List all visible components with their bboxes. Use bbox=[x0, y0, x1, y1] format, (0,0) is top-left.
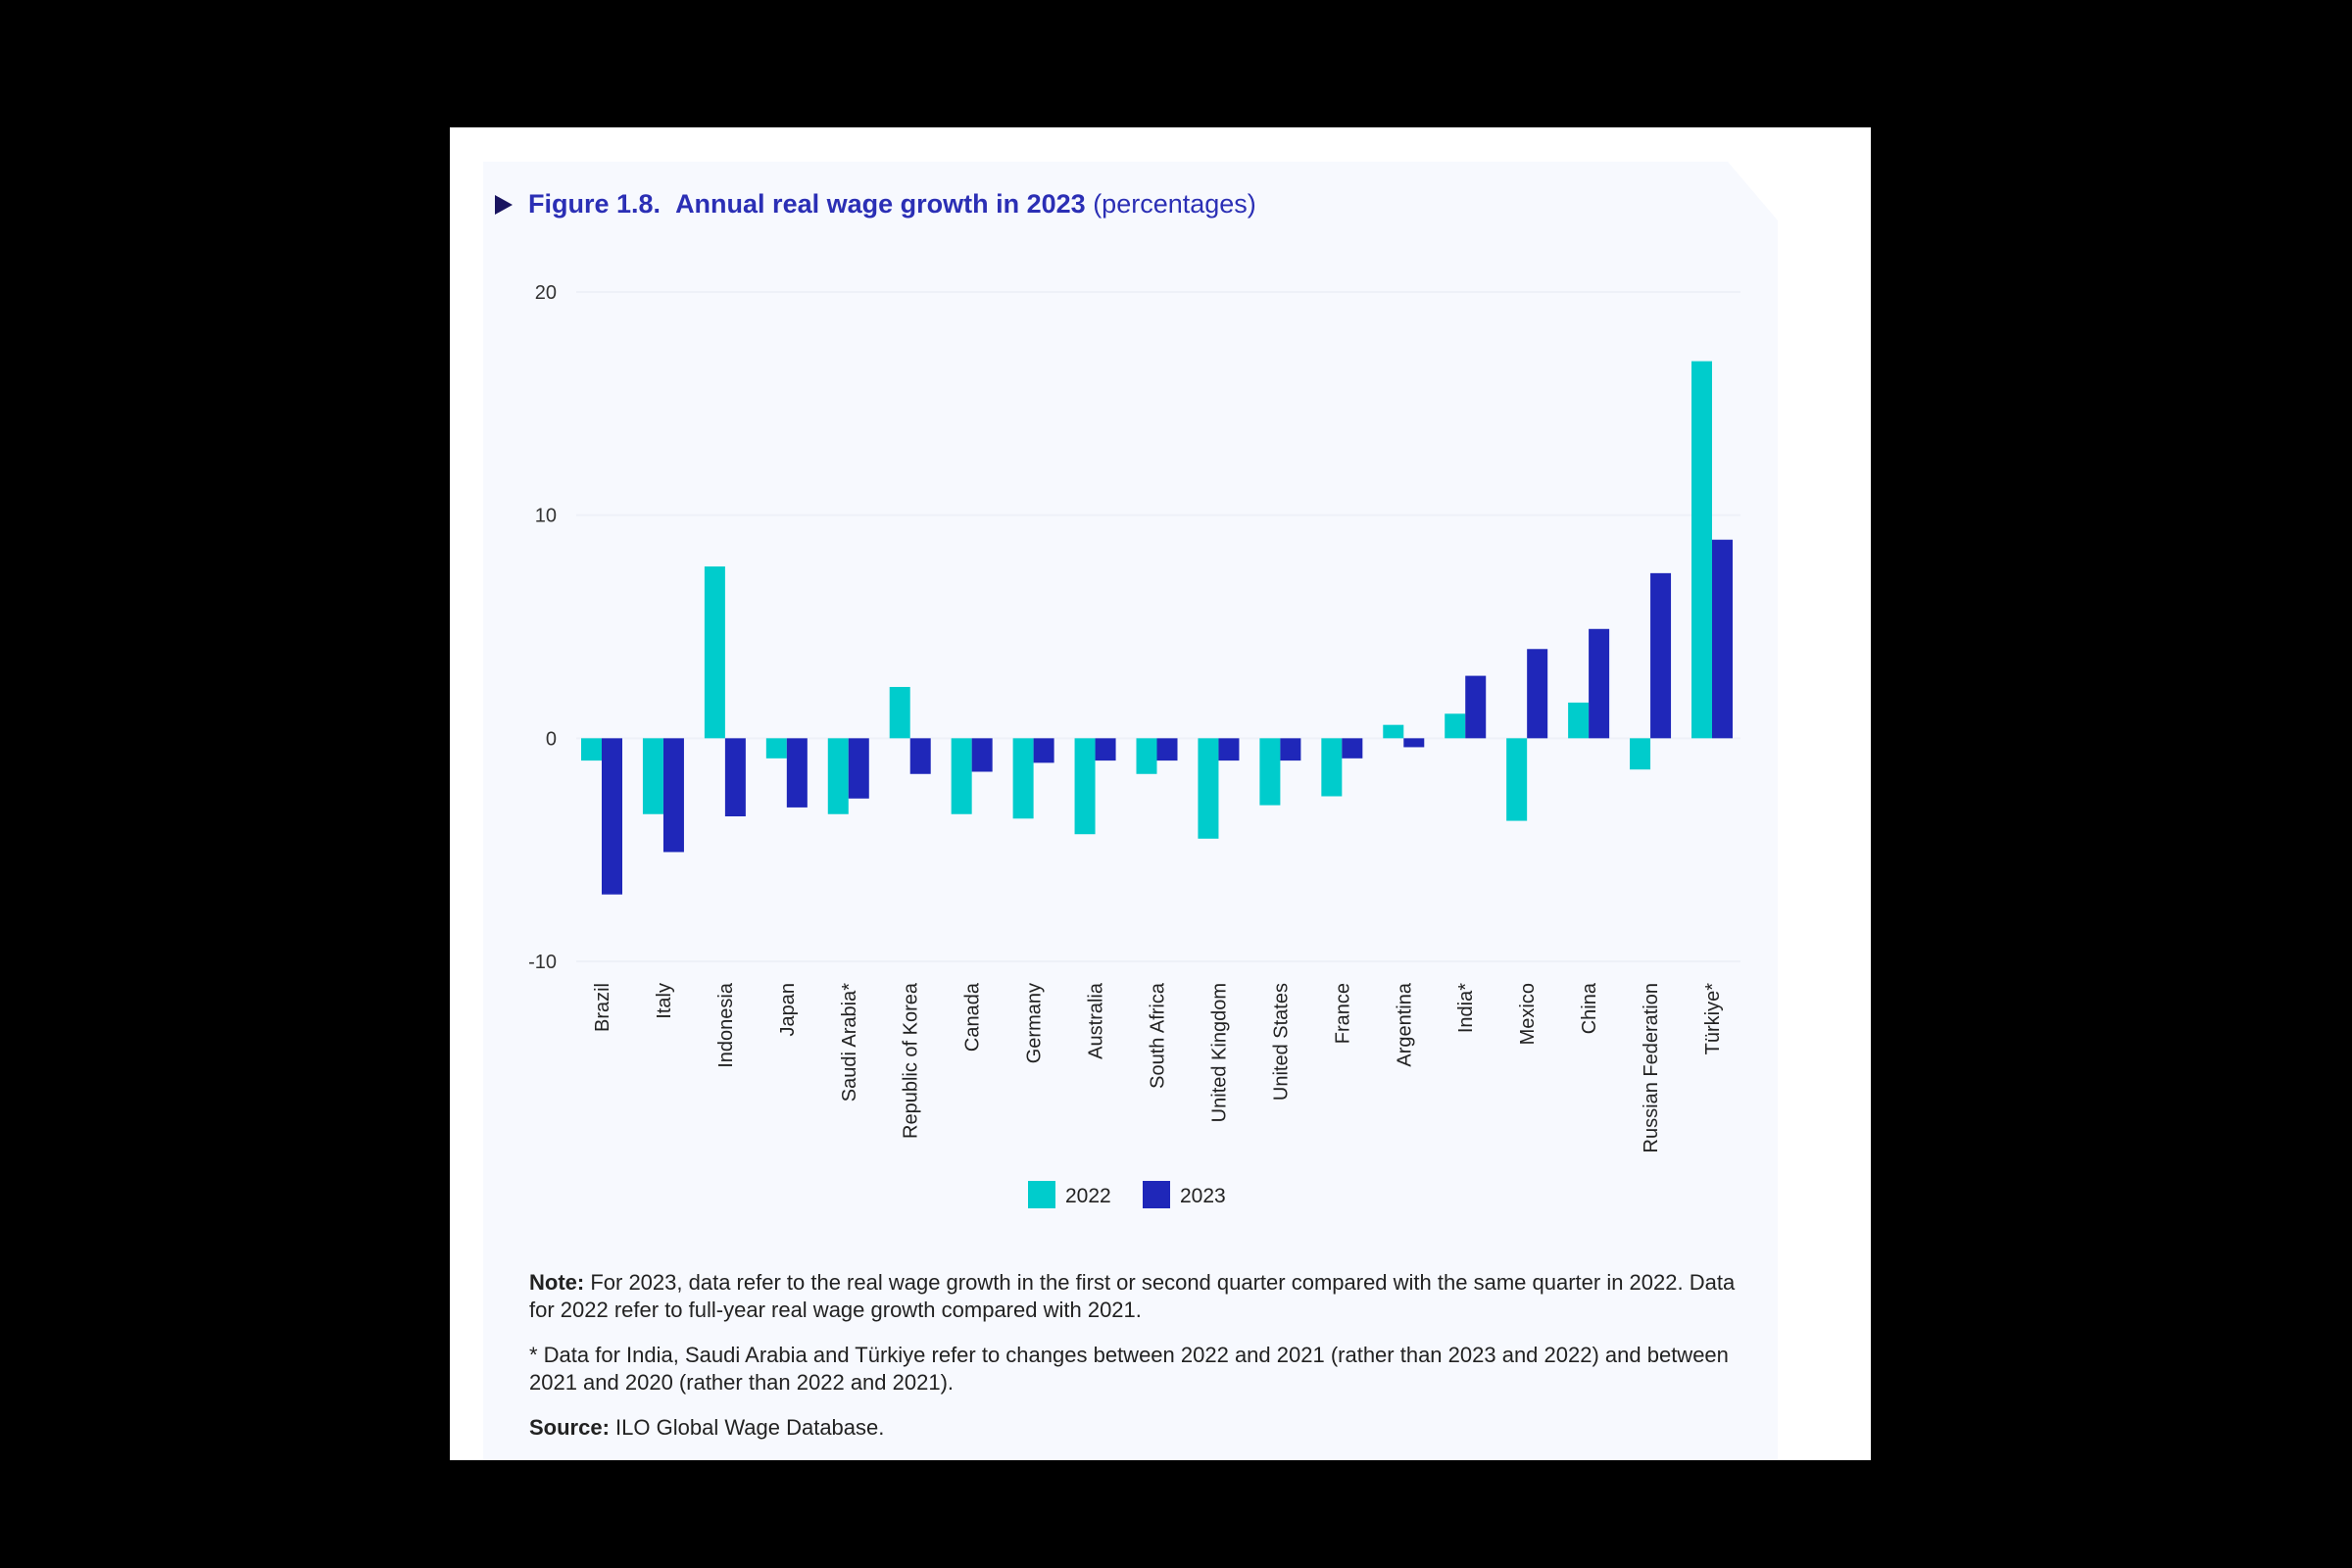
bar-2022 bbox=[1445, 713, 1466, 739]
bar-2022 bbox=[827, 738, 849, 814]
bar-2022 bbox=[1321, 738, 1343, 797]
y-tick-label: 0 bbox=[546, 728, 557, 750]
bar-2023 bbox=[1527, 649, 1548, 739]
bar-2022 bbox=[889, 686, 910, 739]
figure-unit: (percentages) bbox=[1093, 189, 1256, 219]
bar-2022 bbox=[1198, 738, 1219, 839]
x-tick-label: Russian Federation bbox=[1641, 983, 1662, 1152]
bar-2023 bbox=[662, 738, 684, 853]
note-label: Note: bbox=[529, 1270, 585, 1295]
figure-notes: Note: For 2023, data refer to the real w… bbox=[529, 1269, 1744, 1459]
x-tick-label: Australia bbox=[1086, 982, 1107, 1059]
x-tick-label: Japan bbox=[777, 983, 799, 1037]
bar-2023 bbox=[971, 738, 993, 772]
source: Source: ILO Global Wage Database. bbox=[529, 1414, 1744, 1442]
figure-number: Figure 1.8. bbox=[528, 189, 662, 219]
bar-2023 bbox=[1712, 539, 1733, 739]
x-tick-label: Germany bbox=[1024, 983, 1046, 1063]
bar-2022 bbox=[1012, 738, 1034, 819]
bar-2022 bbox=[1568, 702, 1590, 739]
figure-panel: Figure 1.8. Annual real wage growth in 2… bbox=[483, 162, 1778, 1460]
x-tick-label: Saudi Arabia* bbox=[839, 983, 860, 1102]
figure-title-main: Annual real wage growth in 2023 bbox=[675, 189, 1086, 219]
x-tick-label: France bbox=[1332, 983, 1353, 1044]
source-label: Source: bbox=[529, 1415, 610, 1440]
bar-2022 bbox=[1506, 738, 1528, 821]
asterisk-note: * Data for India, Saudi Arabia and Türki… bbox=[529, 1343, 1729, 1395]
x-tick-label: Republic of Korea bbox=[901, 982, 922, 1139]
legend-swatch-2022 bbox=[1028, 1181, 1055, 1208]
x-tick-label: India* bbox=[1455, 983, 1477, 1033]
x-tick-label: Indonesia bbox=[715, 982, 737, 1068]
bar-2022 bbox=[1259, 738, 1281, 806]
x-tick-label: Argentina bbox=[1394, 982, 1415, 1066]
legend-swatch-2023 bbox=[1143, 1181, 1170, 1208]
bar-2023 bbox=[1650, 572, 1672, 739]
x-tick-label: Brazil bbox=[592, 983, 613, 1032]
bar-2023 bbox=[602, 738, 622, 895]
y-tick-label: 20 bbox=[535, 282, 557, 304]
x-tick-label: Türkiye* bbox=[1702, 983, 1724, 1055]
y-tick-label: -10 bbox=[528, 952, 557, 973]
bar-2023 bbox=[724, 738, 746, 817]
note: Note: For 2023, data refer to the real w… bbox=[529, 1269, 1744, 1324]
x-tick-label: Italy bbox=[654, 983, 675, 1019]
bar-2022 bbox=[1383, 724, 1404, 739]
figure-title: Figure 1.8. Annual real wage growth in 2… bbox=[495, 189, 1256, 220]
x-tick-label: Canada bbox=[962, 982, 984, 1052]
bar-2023 bbox=[1403, 738, 1425, 748]
bar-2022 bbox=[951, 738, 972, 814]
bar-2023 bbox=[1342, 738, 1363, 759]
bar-2023 bbox=[848, 738, 869, 799]
bar-2023 bbox=[1095, 738, 1116, 761]
bar-2022 bbox=[642, 738, 663, 814]
legend-label: 2023 bbox=[1180, 1185, 1226, 1207]
x-tick-label: United States bbox=[1270, 983, 1292, 1101]
x-tick-label: Mexico bbox=[1517, 983, 1539, 1045]
x-tick-label: China bbox=[1579, 982, 1600, 1034]
bar-2023 bbox=[786, 738, 808, 808]
bar-2022 bbox=[1691, 361, 1712, 739]
bar-2023 bbox=[1589, 628, 1610, 739]
figure-page: Figure 1.8. Annual real wage growth in 2… bbox=[450, 127, 1871, 1460]
bar-2023 bbox=[1465, 675, 1487, 739]
x-tick-label: United Kingdom bbox=[1208, 983, 1230, 1122]
bar-2022 bbox=[1630, 738, 1651, 770]
bar-2023 bbox=[1156, 738, 1178, 761]
bar-2022 bbox=[704, 566, 725, 739]
bar-2023 bbox=[1280, 738, 1301, 761]
bar-2023 bbox=[909, 738, 931, 774]
x-tick-label: South Africa bbox=[1148, 982, 1169, 1089]
bar-2023 bbox=[1218, 738, 1240, 761]
source-text: ILO Global Wage Database. bbox=[609, 1415, 885, 1440]
bar-2023 bbox=[1033, 738, 1054, 763]
bar-chart: 20 10 0 -10 Brazil Italy Indonesia Japan Saudi A… bbox=[528, 282, 1740, 1208]
note-text: For 2023, data refer to the real wage gr… bbox=[529, 1270, 1736, 1322]
bar-2022 bbox=[581, 738, 602, 761]
bar-2022 bbox=[1074, 738, 1096, 835]
bar-2022 bbox=[1136, 738, 1157, 774]
legend-label: 2022 bbox=[1065, 1185, 1111, 1207]
triangle-bullet-icon bbox=[495, 195, 513, 215]
y-tick-label: 10 bbox=[535, 506, 557, 527]
bar-2022 bbox=[765, 738, 787, 759]
